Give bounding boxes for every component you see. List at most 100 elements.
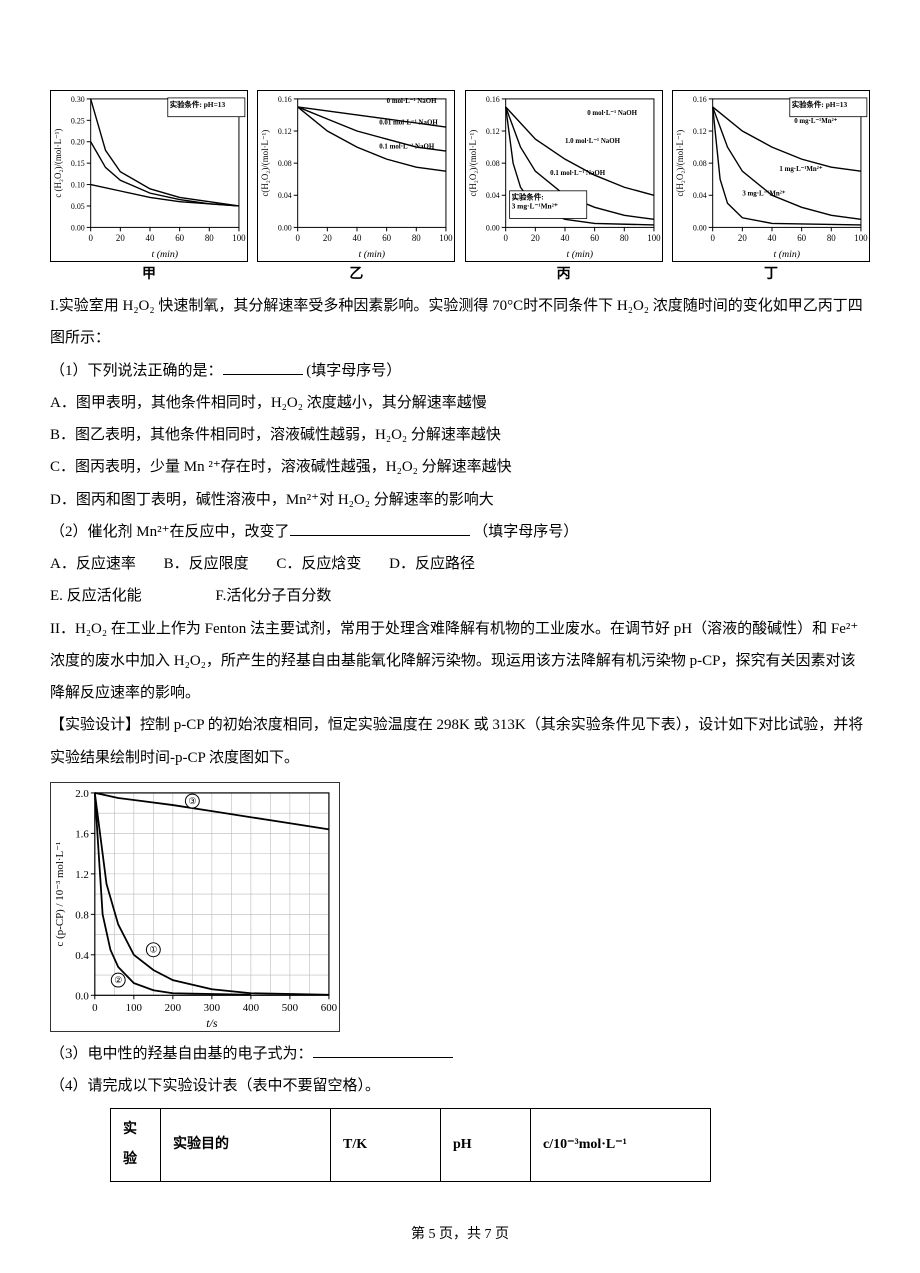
svg-text:t (min): t (min) [773,249,800,260]
svg-text:0.12: 0.12 [693,127,707,136]
svg-text:0.00: 0.00 [278,223,292,232]
svg-text:0: 0 [92,1002,98,1014]
svg-text:c (p-CP) / 10⁻³ mol·L⁻¹: c (p-CP) / 10⁻³ mol·L⁻¹ [54,842,66,947]
q2-tail: （填字母序号） [473,524,578,540]
svg-text:80: 80 [827,233,836,243]
svg-text:0.01 mol·L⁻¹ NaOH: 0.01 mol·L⁻¹ NaOH [380,120,439,127]
q1-blank [223,374,303,375]
svg-text:0.16: 0.16 [693,95,707,104]
svg-text:80: 80 [620,233,629,243]
svg-text:100: 100 [854,233,868,243]
svg-text:0.12: 0.12 [486,127,500,136]
th-ph: pH [441,1109,531,1182]
svg-text:1.6: 1.6 [75,828,89,840]
svg-text:0.25: 0.25 [71,116,85,125]
svg-text:c (H₂O₂)/(mol·L⁻¹): c (H₂O₂)/(mol·L⁻¹) [53,129,63,198]
q3-blank [313,1057,453,1058]
svg-text:0.08: 0.08 [486,159,500,168]
big-chart-svg: 01002003004005006000.00.40.81.21.62.0③①②… [51,783,339,1031]
page-footer: 第 5 页，共 7 页 [411,1223,509,1243]
svg-text:0.08: 0.08 [693,159,707,168]
svg-text:1.0 mol·L⁻¹ NaOH: 1.0 mol·L⁻¹ NaOH [565,138,621,145]
chart-caption-bing: 丙 [557,263,571,283]
svg-text:t/s: t/s [206,1016,218,1030]
svg-text:0 mol·L⁻¹ NaOH: 0 mol·L⁻¹ NaOH [387,98,437,105]
q2-opts-line2: E. 反应活化能 F.活化分子百分数 [50,580,870,612]
svg-text:20: 20 [531,233,540,243]
q1-tail: (填字母序号） [306,363,401,379]
exp-design: 【实验设计】控制 p-CP 的初始浓度相同，恒定实验温度在 298K 或 313… [50,709,870,774]
svg-text:100: 100 [440,233,454,243]
svg-text:0.12: 0.12 [278,127,292,136]
svg-text:20: 20 [116,233,125,243]
svg-text:40: 40 [353,233,362,243]
svg-text:实验条件: pH=13: 实验条件: pH=13 [792,99,848,109]
svg-text:0.1 mol·L⁻¹ NaOH: 0.1 mol·L⁻¹ NaOH [550,170,606,177]
q1-opt-d: D．图丙和图丁表明，碱性溶液中，Mn²⁺对 H₂O₂ 分解速率的影响大 [50,484,870,516]
svg-text:t (min): t (min) [566,249,593,260]
q3-line: （3）电中性的羟基自由基的电子式为： [50,1038,870,1070]
svg-text:300: 300 [204,1002,221,1014]
chart-panel-bing: 0204060801000.000.040.080.120.160 mol·L⁻… [465,90,663,262]
th-exp: 实验 [111,1109,161,1182]
svg-text:2.0: 2.0 [75,788,89,800]
svg-text:80: 80 [412,233,421,243]
chart-svg-bing: 0204060801000.000.040.080.120.160 mol·L⁻… [466,91,662,261]
svg-text:200: 200 [165,1002,182,1014]
svg-text:c(H₂O₂)/(mol·L⁻¹): c(H₂O₂)/(mol·L⁻¹) [260,130,270,197]
svg-text:0: 0 [503,233,508,243]
body-text: I.实验室用 H₂O₂ 快速制氧，其分解速率受多种因素影响。实验测得 70°C时… [50,290,870,1182]
q2-opt-c: C．反应焓变 [276,548,361,580]
q3-stem: （3）电中性的羟基自由基的电子式为： [50,1046,313,1062]
th-tk: T/K [331,1109,441,1182]
q1-stem: （1）下列说法正确的是： [50,363,223,379]
svg-text:c(H₂O₂)/(mol·L⁻¹): c(H₂O₂)/(mol·L⁻¹) [675,130,685,197]
svg-text:20: 20 [738,233,747,243]
q1-opt-b: B．图乙表明，其他条件相同时，溶液碱性越弱，H₂O₂ 分解速率越快 [50,419,870,451]
data-table: 实验 实验目的 T/K pH c/10⁻³mol·L⁻¹ [110,1108,711,1182]
svg-text:80: 80 [205,233,214,243]
svg-text:0.08: 0.08 [278,159,292,168]
svg-text:0.15: 0.15 [71,159,85,168]
svg-text:100: 100 [232,233,246,243]
svg-text:0.30: 0.30 [71,95,85,104]
svg-text:③: ③ [188,796,196,806]
svg-text:1 mg·L⁻¹Mn²⁺: 1 mg·L⁻¹Mn²⁺ [779,166,822,173]
q1-line: （1）下列说法正确的是： (填字母序号） [50,355,870,387]
svg-text:0.00: 0.00 [486,223,500,232]
svg-text:②: ② [114,975,122,985]
svg-text:0.16: 0.16 [278,95,292,104]
svg-text:0.10: 0.10 [71,181,85,190]
svg-text:3 mg·L⁻¹Mn²⁺: 3 mg·L⁻¹Mn²⁺ [742,190,785,197]
svg-text:60: 60 [797,233,806,243]
svg-text:0.20: 0.20 [71,138,85,147]
q2-opt-e: E. 反应活化能 [50,580,142,612]
svg-text:0: 0 [88,233,93,243]
svg-text:60: 60 [175,233,184,243]
svg-text:3 mg·L⁻¹Mn²⁺: 3 mg·L⁻¹Mn²⁺ [511,202,557,211]
svg-text:60: 60 [383,233,392,243]
svg-text:t (min): t (min) [359,249,386,260]
svg-text:t (min): t (min) [152,249,179,260]
svg-text:1.2: 1.2 [75,869,89,881]
q1-opt-a: A．图甲表明，其他条件相同时，H₂O₂ 浓度越小，其分解速率越慢 [50,387,870,419]
svg-text:0.4: 0.4 [75,950,89,962]
q2-opt-d: D．反应路径 [389,548,475,580]
svg-text:0.04: 0.04 [486,191,500,200]
svg-text:0.00: 0.00 [71,223,85,232]
q2-opt-a: A．反应速率 [50,548,136,580]
th-purpose: 实验目的 [161,1109,331,1182]
svg-text:0.16: 0.16 [486,95,500,104]
q2-opt-f: F.活化分子百分数 [215,580,331,612]
svg-text:实验条件: pH=13: 实验条件: pH=13 [170,99,226,109]
th-c: c/10⁻³mol·L⁻¹ [531,1109,711,1182]
svg-text:20: 20 [323,233,332,243]
chart-svg-ding: 0204060801000.000.040.080.120.160 mg·L⁻¹… [673,91,869,261]
svg-text:0 mol·L⁻¹ NaOH: 0 mol·L⁻¹ NaOH [587,110,637,117]
svg-text:40: 40 [146,233,155,243]
q4-stem: （4）请完成以下实验设计表（表中不要留空格）。 [50,1070,870,1102]
svg-text:40: 40 [768,233,777,243]
part2-intro: II．H₂O₂ 在工业上作为 Fenton 法主要试剂，常用于处理含难降解有机物… [50,613,870,710]
svg-text:0.00: 0.00 [693,223,707,232]
svg-text:100: 100 [126,1002,143,1014]
